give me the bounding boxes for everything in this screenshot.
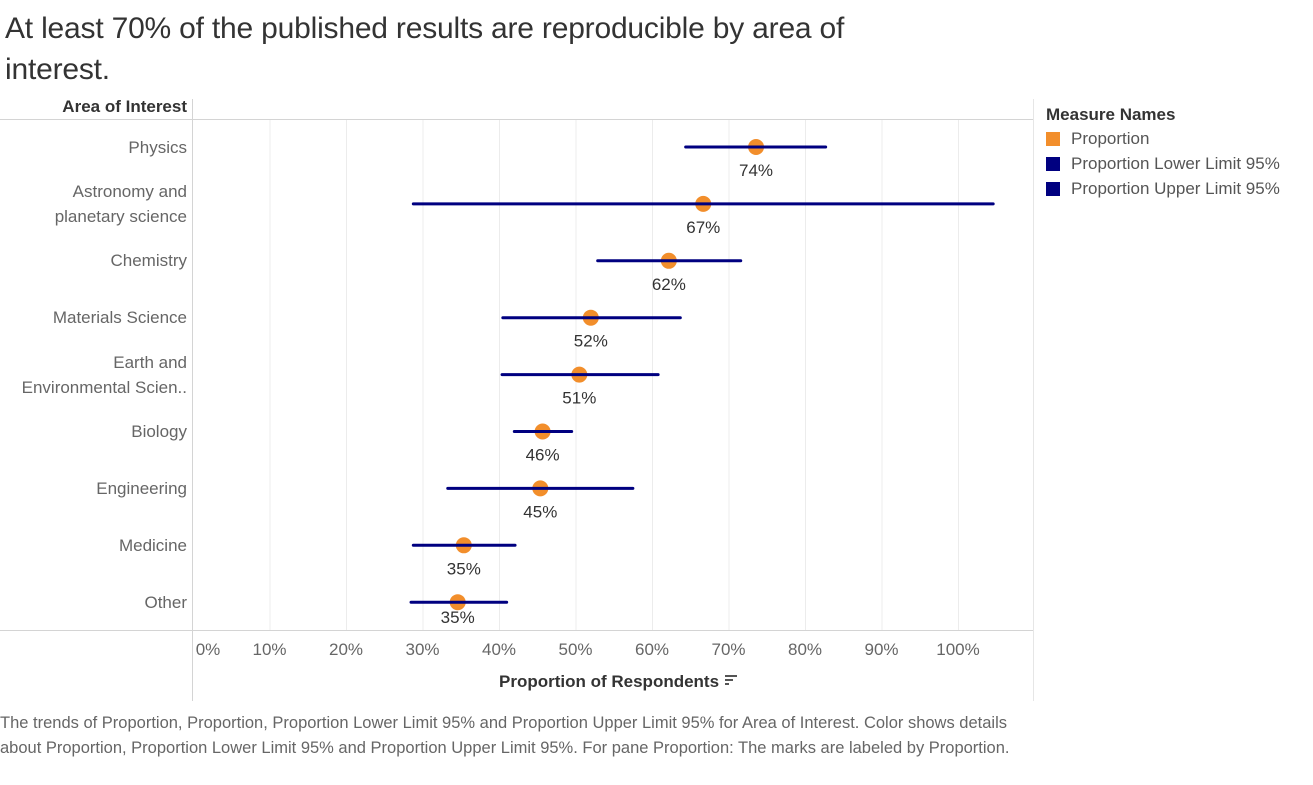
category-label-line: Other [144, 592, 187, 612]
x-tick-label: 60% [634, 640, 670, 659]
category-label[interactable]: Chemistry [110, 248, 187, 273]
x-tick-label: 0% [195, 640, 221, 659]
category-label[interactable]: Engineering [96, 476, 187, 501]
legend-divider [1033, 99, 1034, 701]
data-label: 46% [526, 446, 560, 465]
legend: Measure Names Proportion Proportion Lowe… [1046, 104, 1280, 201]
x-axis-title-text: Proportion of Respondents [499, 672, 720, 691]
x-tick-label: 50% [558, 640, 593, 659]
legend-title: Measure Names [1046, 105, 1176, 124]
category-label-line: Physics [128, 137, 187, 157]
data-label: 45% [523, 502, 557, 521]
category-label-line: Engineering [96, 478, 187, 498]
legend-label: Proportion [1071, 129, 1150, 148]
plot-area: 74% 67% 62% 52% 51% 46% 45% 35% 35% [269, 120, 995, 630]
header-divider [0, 119, 1033, 120]
data-label: 52% [574, 332, 608, 351]
legend-label: Proportion Lower Limit 95% [1071, 154, 1280, 173]
legend-item-lower-limit[interactable]: Proportion Lower Limit 95% [1046, 151, 1280, 176]
x-axis-line [0, 630, 1033, 631]
category-label[interactable]: Medicine [119, 533, 187, 558]
x-tick-label: 80% [787, 640, 823, 659]
category-label[interactable]: Astronomy and planetary science [55, 179, 187, 229]
category-label-line: Materials Science [52, 308, 187, 328]
category-label[interactable]: Other [144, 590, 187, 615]
category-label[interactable]: Biology [131, 419, 187, 444]
data-label: 62% [652, 275, 686, 294]
x-tick-label: 10% [252, 640, 287, 659]
category-label-line: Chemistry [110, 251, 187, 271]
category-label-line: Biology [131, 422, 187, 441]
data-label: 35% [441, 608, 475, 627]
category-label-line: planetary science [54, 206, 187, 226]
x-axis-title[interactable]: Proportion of Respondents [499, 672, 738, 692]
x-tick-label: 30% [405, 640, 440, 659]
category-label-line: Environmental Scien.. [21, 377, 187, 397]
row-header-divider [192, 99, 193, 701]
sort-descending-icon[interactable] [725, 675, 738, 685]
x-tick-label: 20% [328, 640, 364, 659]
legend-swatch-lower-limit [1046, 156, 1060, 171]
legend-item-proportion[interactable]: Proportion [1046, 126, 1280, 151]
legend-label: Proportion Upper Limit 95% [1071, 179, 1280, 198]
data-label: 67% [686, 218, 720, 237]
legend-item-upper-limit[interactable]: Proportion Upper Limit 95% [1046, 176, 1280, 201]
legend-swatch-proportion [1046, 131, 1060, 146]
category-label[interactable]: Materials Science [53, 305, 187, 330]
chart-caption: The trends of Proportion, Proportion, Pr… [0, 714, 1010, 757]
data-label: 51% [562, 389, 596, 408]
legend-swatch-upper-limit [1046, 181, 1060, 196]
data-label: 35% [447, 559, 481, 578]
category-label-line: Astronomy and [72, 181, 187, 201]
data-label: 74% [739, 161, 773, 180]
row-header-area-of-interest[interactable]: Area of Interest [62, 97, 187, 116]
x-tick-label: 40% [481, 640, 517, 659]
chart-title: At least 70% of the published results ar… [5, 12, 845, 86]
category-label-line: Medicine [118, 535, 187, 555]
category-label[interactable]: Earth and Environmental Scien.. [22, 350, 187, 400]
category-label[interactable]: Physics [128, 135, 187, 160]
x-tick-label: 70% [711, 640, 746, 659]
x-tick-label: 90% [864, 640, 899, 659]
category-label-line: Earth and [113, 352, 187, 372]
x-tick-label: 100% [936, 640, 980, 659]
